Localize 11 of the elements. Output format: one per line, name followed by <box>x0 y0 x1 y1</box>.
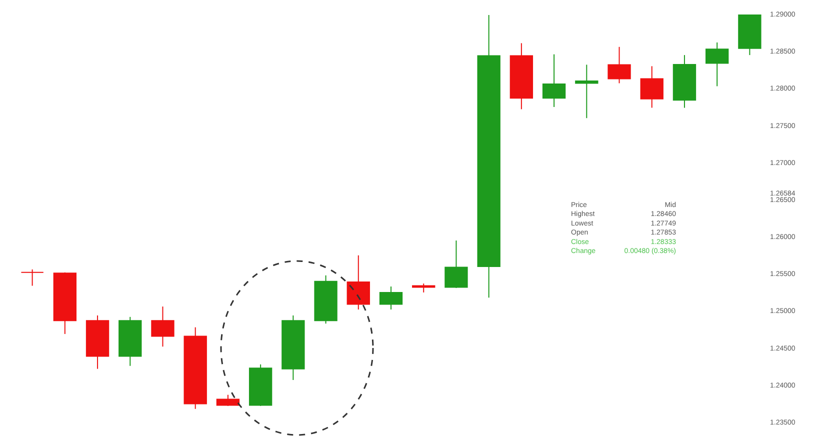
candlestick <box>216 394 240 406</box>
candlestick <box>20 268 44 286</box>
candlestick <box>608 46 631 84</box>
candlestick <box>575 64 598 119</box>
candlestick <box>706 42 729 87</box>
candlestick <box>379 286 403 310</box>
candlestick <box>640 66 664 108</box>
candlestick <box>151 306 174 348</box>
candlestick <box>444 240 468 288</box>
candlestick <box>346 254 370 310</box>
candlestick <box>542 54 566 108</box>
